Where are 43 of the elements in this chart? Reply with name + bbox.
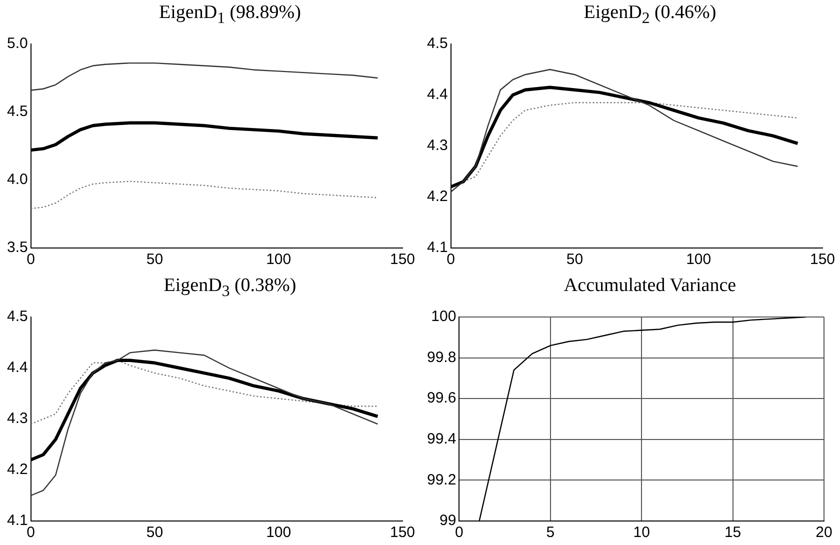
x-tick-label: 150 — [390, 251, 415, 268]
y-tick-label: 4.3 — [426, 137, 448, 154]
y-tick-label: 4.4 — [426, 86, 448, 104]
y-tick-label: 5.0 — [6, 35, 28, 52]
x-tick-label: 0 — [26, 524, 36, 542]
y-tick-label: 4.1 — [6, 512, 28, 530]
x-tick-label: 100 — [266, 251, 292, 268]
y-tick-label: 99.4 — [426, 430, 456, 448]
y-tick-label: 4.5 — [6, 308, 28, 326]
y-tick-label: 4.5 — [6, 103, 28, 120]
x-tick-label: 150 — [810, 251, 835, 268]
x-tick-label: 0 — [455, 524, 464, 542]
chart-title: EigenD$_{1}$ (98.89%) — [158, 2, 302, 28]
y-tick-label: 4.2 — [426, 188, 448, 206]
x-tick-label: 50 — [146, 524, 164, 542]
y-tick-label: 4.0 — [6, 171, 28, 188]
line-series — [30, 360, 378, 425]
y-tick-label: 4.5 — [426, 35, 448, 52]
line-series — [30, 180, 378, 210]
y-tick-label: 99.2 — [426, 471, 456, 488]
x-tick-label: 100 — [686, 251, 712, 268]
y-tick-label: 4.3 — [6, 410, 28, 428]
x-tick-label: 5 — [546, 524, 555, 542]
x-tick-label: 150 — [390, 524, 415, 542]
y-tick-label: 100 — [431, 308, 456, 326]
x-tick-label: 15 — [724, 524, 742, 542]
x-tick-label: 50 — [146, 251, 164, 268]
x-tick-label: 10 — [633, 524, 650, 542]
x-tick-label: 0 — [446, 251, 456, 268]
y-tick-label: 99.6 — [426, 390, 456, 407]
x-tick-label: 100 — [266, 524, 292, 542]
x-tick-label: 20 — [816, 524, 832, 542]
y-tick-label: 4.2 — [6, 461, 28, 478]
y-tick-label: 99 — [440, 512, 456, 530]
y-tick-label: 4.4 — [6, 359, 28, 376]
x-tick-label: 0 — [26, 251, 36, 268]
chart-title: EigenD$_{2}$ (0.46%) — [582, 2, 718, 28]
y-tick-label: 99.8 — [426, 348, 456, 366]
y-tick-label: 4.1 — [426, 239, 448, 256]
chart-title: Accumulated Variance — [562, 275, 738, 297]
chart-title: EigenD$_{3}$ (0.38%) — [162, 275, 298, 301]
x-tick-label: 50 — [566, 251, 584, 268]
y-tick-label: 3.5 — [6, 239, 28, 256]
